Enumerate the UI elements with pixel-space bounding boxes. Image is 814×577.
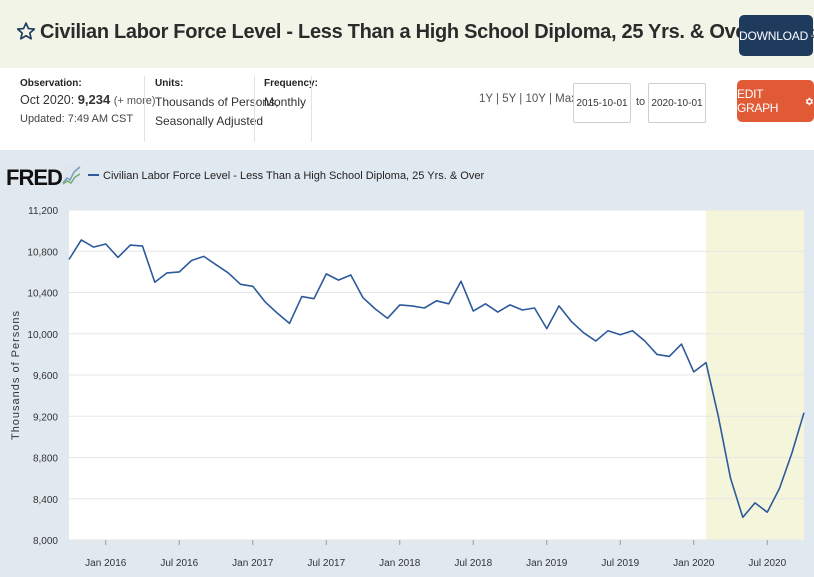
range-max[interactable]: Max bbox=[555, 93, 577, 105]
y-tick-label: 10,800 bbox=[27, 247, 58, 258]
units-line-2: Seasonally Adjusted bbox=[155, 114, 264, 128]
y-tick-label: 8,800 bbox=[33, 454, 58, 465]
x-tick-label: Jan 2020 bbox=[673, 558, 715, 569]
start-date-input[interactable] bbox=[573, 83, 631, 123]
x-tick-label: Jan 2016 bbox=[85, 558, 127, 569]
units-label: Units: bbox=[155, 78, 184, 89]
observation-block: Observation: Oct 2020: 9,234 (+ more) Up… bbox=[20, 78, 156, 125]
range-links: 1Y | 5Y | 10Y | Max bbox=[479, 93, 577, 105]
frequency-label: Frequency: bbox=[264, 78, 318, 89]
chart-panel: FRED Civilian Labor Force Level - Less T… bbox=[0, 150, 814, 577]
range-5y[interactable]: 5Y bbox=[502, 93, 517, 105]
series-line bbox=[68, 239, 805, 519]
legend-label: Civilian Labor Force Level - Less Than a… bbox=[103, 170, 484, 182]
y-axis-label: Thousands of Persons bbox=[10, 310, 22, 440]
y-tick-label: 8,000 bbox=[33, 536, 58, 547]
fred-chart: FRED Civilian Labor Force Level - Less T… bbox=[6, 164, 805, 569]
title-bar: Civilian Labor Force Level - Less Than a… bbox=[0, 0, 814, 68]
y-tick-label: 10,400 bbox=[27, 289, 58, 300]
y-tick-label: 9,600 bbox=[33, 371, 58, 382]
fred-logo-text: FRED bbox=[6, 165, 62, 190]
x-tick-label: Jul 2017 bbox=[307, 558, 345, 569]
observation-value: 9,234 bbox=[77, 92, 111, 107]
y-tick-label: 11,200 bbox=[28, 206, 58, 217]
star-outline-icon[interactable] bbox=[16, 21, 36, 41]
frequency-value: Monthly bbox=[264, 95, 307, 109]
fred-logo[interactable]: FRED bbox=[6, 164, 81, 190]
units-block: Units: Thousands of Persons, Seasonally … bbox=[155, 78, 278, 131]
observation-date: Oct 2020: bbox=[20, 93, 75, 107]
fred-logo-graph-icon bbox=[62, 164, 81, 185]
units-line-1: Thousands of Persons, bbox=[155, 95, 279, 109]
download-icon bbox=[811, 34, 813, 37]
range-1y[interactable]: 1Y bbox=[479, 93, 493, 105]
divider bbox=[254, 76, 255, 142]
observation-label: Observation: bbox=[20, 78, 82, 89]
divider bbox=[311, 76, 312, 142]
x-tick-label: Jul 2018 bbox=[454, 558, 492, 569]
to-label: to bbox=[636, 96, 646, 108]
y-tick-label: 10,000 bbox=[27, 330, 58, 341]
x-tick-label: Jan 2018 bbox=[379, 558, 421, 569]
divider bbox=[144, 76, 145, 142]
series-title-text: Civilian Labor Force Level - Less Than a… bbox=[40, 21, 754, 43]
edit-graph-button[interactable]: EDIT GRAPH bbox=[737, 80, 814, 122]
observation-line: Oct 2020: 9,234 (+ more) bbox=[20, 92, 156, 107]
observation-more-link[interactable]: (+ more) bbox=[113, 95, 156, 107]
y-tick-label: 8,400 bbox=[33, 495, 58, 506]
download-label: DOWNLOAD bbox=[739, 28, 809, 43]
edit-graph-label: EDIT GRAPH bbox=[737, 87, 779, 115]
y-tick-label: 9,200 bbox=[33, 412, 58, 423]
x-tick-label: Jul 2020 bbox=[748, 558, 786, 569]
download-button[interactable]: DOWNLOAD bbox=[739, 15, 813, 56]
frequency-block: Frequency: Monthly bbox=[264, 78, 318, 112]
series-title: Civilian Labor Force Level - Less Than a… bbox=[40, 21, 814, 44]
end-date-input[interactable] bbox=[648, 83, 706, 123]
x-tick-label: Jan 2017 bbox=[232, 558, 274, 569]
x-tick-label: Jan 2019 bbox=[526, 558, 568, 569]
x-tick-label: Jul 2016 bbox=[160, 558, 198, 569]
updated-time: Updated: 7:49 AM CST bbox=[20, 113, 134, 125]
x-tick-label: Jul 2019 bbox=[601, 558, 639, 569]
range-10y[interactable]: 10Y bbox=[525, 93, 546, 105]
gear-icon bbox=[805, 97, 813, 105]
